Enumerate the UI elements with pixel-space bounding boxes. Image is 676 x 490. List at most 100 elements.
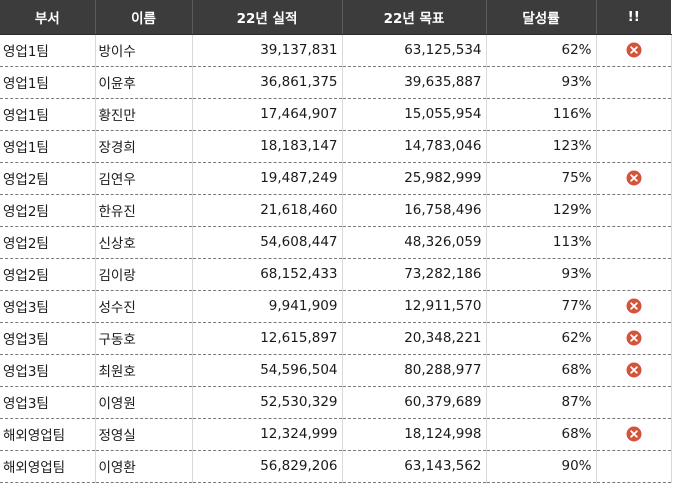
dept-cell[interactable]: 해외영업팀 <box>0 418 96 451</box>
target-cell[interactable]: 25,982,999 <box>342 162 487 195</box>
flag-cell[interactable] <box>596 354 672 387</box>
dept-cell[interactable]: 영업3팀 <box>0 290 96 323</box>
target-cell[interactable]: 48,326,059 <box>342 226 487 259</box>
dept-cell[interactable]: 영업3팀 <box>0 354 96 387</box>
rate-cell[interactable]: 68% <box>486 354 597 387</box>
header-target[interactable]: 22년 목표 <box>342 0 487 35</box>
rate-cell[interactable]: 68% <box>486 418 597 451</box>
flag-cell[interactable] <box>596 194 672 227</box>
actual-cell[interactable]: 52,530,329 <box>192 386 343 419</box>
flag-cell[interactable] <box>596 258 672 291</box>
table-row: 영업2팀 김이랑 68,152,433 73,282,186 93% <box>0 258 672 291</box>
dept-cell[interactable]: 영업1팀 <box>0 34 96 67</box>
rate-cell[interactable]: 62% <box>486 34 597 67</box>
name-cell[interactable]: 방이수 <box>95 34 193 67</box>
target-cell[interactable]: 20,348,221 <box>342 322 487 355</box>
header-dept[interactable]: 부서 <box>0 0 96 35</box>
dept-cell[interactable]: 영업2팀 <box>0 226 96 259</box>
target-cell[interactable]: 63,125,534 <box>342 34 487 67</box>
actual-cell[interactable]: 12,615,897 <box>192 322 343 355</box>
table-row: 영업2팀 김연우 19,487,249 25,982,999 75% <box>0 162 672 195</box>
flag-cell[interactable] <box>596 98 672 131</box>
rate-cell[interactable]: 90% <box>486 450 597 483</box>
dept-cell[interactable]: 영업2팀 <box>0 194 96 227</box>
name-cell[interactable]: 황진만 <box>95 98 193 131</box>
name-cell[interactable]: 정영실 <box>95 418 193 451</box>
target-cell[interactable]: 80,288,977 <box>342 354 487 387</box>
actual-cell[interactable]: 17,464,907 <box>192 98 343 131</box>
table-row: 영업1팀 장경희 18,183,147 14,783,046 123% <box>0 130 672 163</box>
name-cell[interactable]: 김이랑 <box>95 258 193 291</box>
flag-cell[interactable] <box>596 418 672 451</box>
name-cell[interactable]: 이영원 <box>95 386 193 419</box>
header-name[interactable]: 이름 <box>95 0 193 35</box>
header-flag[interactable]: !! <box>596 0 671 35</box>
actual-cell[interactable]: 12,324,999 <box>192 418 343 451</box>
name-cell[interactable]: 김연우 <box>95 162 193 195</box>
rate-cell[interactable]: 129% <box>486 194 597 227</box>
actual-cell[interactable]: 21,618,460 <box>192 194 343 227</box>
flag-cell[interactable] <box>596 66 672 99</box>
actual-cell[interactable]: 18,183,147 <box>192 130 343 163</box>
target-cell[interactable]: 14,783,046 <box>342 130 487 163</box>
name-cell[interactable]: 이윤후 <box>95 66 193 99</box>
target-cell[interactable]: 12,911,570 <box>342 290 487 323</box>
rate-cell[interactable]: 116% <box>486 98 597 131</box>
flag-cell[interactable] <box>596 34 672 67</box>
dept-cell[interactable]: 영업3팀 <box>0 386 96 419</box>
flag-cell[interactable] <box>596 130 672 163</box>
header-actual[interactable]: 22년 실적 <box>192 0 343 35</box>
actual-cell[interactable]: 56,829,206 <box>192 450 343 483</box>
rate-cell[interactable]: 87% <box>486 386 597 419</box>
dept-cell[interactable]: 영업2팀 <box>0 258 96 291</box>
x-circle-icon <box>626 170 642 186</box>
rate-cell[interactable]: 93% <box>486 66 597 99</box>
header-row: 부서 이름 22년 실적 22년 목표 달성률 !! <box>0 0 671 35</box>
actual-cell[interactable]: 19,487,249 <box>192 162 343 195</box>
dept-cell[interactable]: 영업2팀 <box>0 162 96 195</box>
flag-cell[interactable] <box>596 322 672 355</box>
rate-cell[interactable]: 62% <box>486 322 597 355</box>
actual-cell[interactable]: 36,861,375 <box>192 66 343 99</box>
flag-cell[interactable] <box>596 162 672 195</box>
dept-cell[interactable]: 영업3팀 <box>0 322 96 355</box>
target-cell[interactable]: 39,635,887 <box>342 66 487 99</box>
rate-cell[interactable]: 93% <box>486 258 597 291</box>
actual-cell[interactable]: 54,608,447 <box>192 226 343 259</box>
header-rate[interactable]: 달성률 <box>486 0 597 35</box>
name-cell[interactable]: 이영환 <box>95 450 193 483</box>
actual-cell[interactable]: 68,152,433 <box>192 258 343 291</box>
flag-cell[interactable] <box>596 450 672 483</box>
target-cell[interactable]: 60,379,689 <box>342 386 487 419</box>
table-row: 영업3팀 성수진 9,941,909 12,911,570 77% <box>0 290 672 323</box>
name-cell[interactable]: 최원호 <box>95 354 193 387</box>
name-cell[interactable]: 구동호 <box>95 322 193 355</box>
name-cell[interactable]: 신상호 <box>95 226 193 259</box>
dept-cell[interactable]: 영업1팀 <box>0 66 96 99</box>
table-row: 영업2팀 한유진 21,618,460 16,758,496 129% <box>0 194 672 227</box>
dept-cell[interactable]: 영업1팀 <box>0 98 96 131</box>
target-cell[interactable]: 15,055,954 <box>342 98 487 131</box>
actual-cell[interactable]: 39,137,831 <box>192 34 343 67</box>
flag-cell[interactable] <box>596 226 672 259</box>
name-cell[interactable]: 성수진 <box>95 290 193 323</box>
rate-cell[interactable]: 123% <box>486 130 597 163</box>
rate-cell[interactable]: 75% <box>486 162 597 195</box>
target-cell[interactable]: 63,143,562 <box>342 450 487 483</box>
x-circle-icon <box>626 298 642 314</box>
flag-cell[interactable] <box>596 386 672 419</box>
actual-cell[interactable]: 54,596,504 <box>192 354 343 387</box>
flag-cell[interactable] <box>596 290 672 323</box>
target-cell[interactable]: 18,124,998 <box>342 418 487 451</box>
rate-cell[interactable]: 77% <box>486 290 597 323</box>
dept-cell[interactable]: 영업1팀 <box>0 130 96 163</box>
name-cell[interactable]: 한유진 <box>95 194 193 227</box>
table-row: 영업3팀 구동호 12,615,897 20,348,221 62% <box>0 322 672 355</box>
target-cell[interactable]: 73,282,186 <box>342 258 487 291</box>
target-cell[interactable]: 16,758,496 <box>342 194 487 227</box>
name-cell[interactable]: 장경희 <box>95 130 193 163</box>
dept-cell[interactable]: 해외영업팀 <box>0 450 96 483</box>
actual-cell[interactable]: 9,941,909 <box>192 290 343 323</box>
rate-cell[interactable]: 113% <box>486 226 597 259</box>
